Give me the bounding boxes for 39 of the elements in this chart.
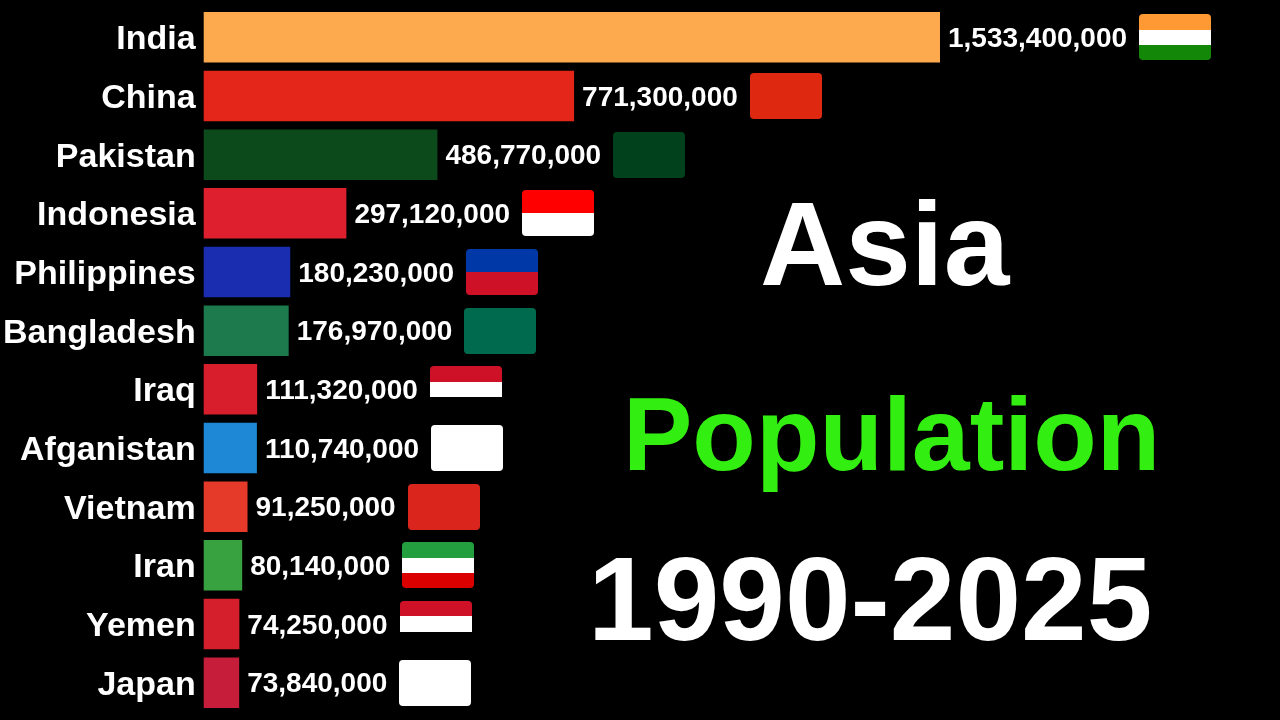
- text: Population: [623, 376, 1161, 492]
- text: Asia: [760, 178, 1011, 310]
- y-tick-label: Japan: [97, 663, 196, 702]
- data-label: 486,770,000: [445, 139, 602, 171]
- y-tick-label: Afganistan: [20, 429, 196, 467]
- data-label: 176,970,000: [296, 315, 453, 347]
- bar: [203, 540, 243, 591]
- bar: [203, 422, 257, 474]
- data-label: 1,533,400,000: [948, 21, 1128, 53]
- annotation: 1990-2025: [588, 533, 1153, 665]
- y-tick-label: Pakistan: [55, 135, 196, 174]
- y-tick-label: China: [101, 77, 197, 115]
- bar: [203, 305, 289, 356]
- data-label: 74,250,000: [247, 608, 388, 640]
- data-label: 297,120,000: [354, 197, 511, 229]
- data-label: 73,840,000: [247, 667, 388, 699]
- data-label: 80,140,000: [250, 549, 391, 581]
- data-label: 180,230,000: [298, 256, 454, 288]
- y-tick-label: Iran: [133, 546, 196, 585]
- bar: [203, 657, 240, 708]
- bar: [203, 481, 248, 532]
- y-tick-label: Indonesia: [37, 194, 197, 233]
- bar: [203, 188, 347, 239]
- y-tick-label: Bangladesh: [2, 311, 196, 350]
- data-label: 91,250,000: [255, 491, 396, 523]
- y-tick-label: India: [116, 18, 197, 57]
- y-tick-label: Yemen: [86, 605, 196, 643]
- y-tick-label: Philippines: [14, 253, 196, 291]
- bar: [203, 246, 291, 298]
- data-label: 110,740,000: [264, 432, 420, 464]
- bar: [203, 70, 575, 122]
- y-tick-label: Vietnam: [64, 487, 196, 526]
- y-tick-label: Iraq: [133, 370, 196, 409]
- data-label: 111,320,000: [265, 373, 418, 405]
- bar: [203, 129, 438, 180]
- bar: [203, 598, 240, 650]
- bar: [203, 364, 258, 415]
- bar: [203, 12, 940, 63]
- data-label: 771,300,000: [582, 80, 738, 112]
